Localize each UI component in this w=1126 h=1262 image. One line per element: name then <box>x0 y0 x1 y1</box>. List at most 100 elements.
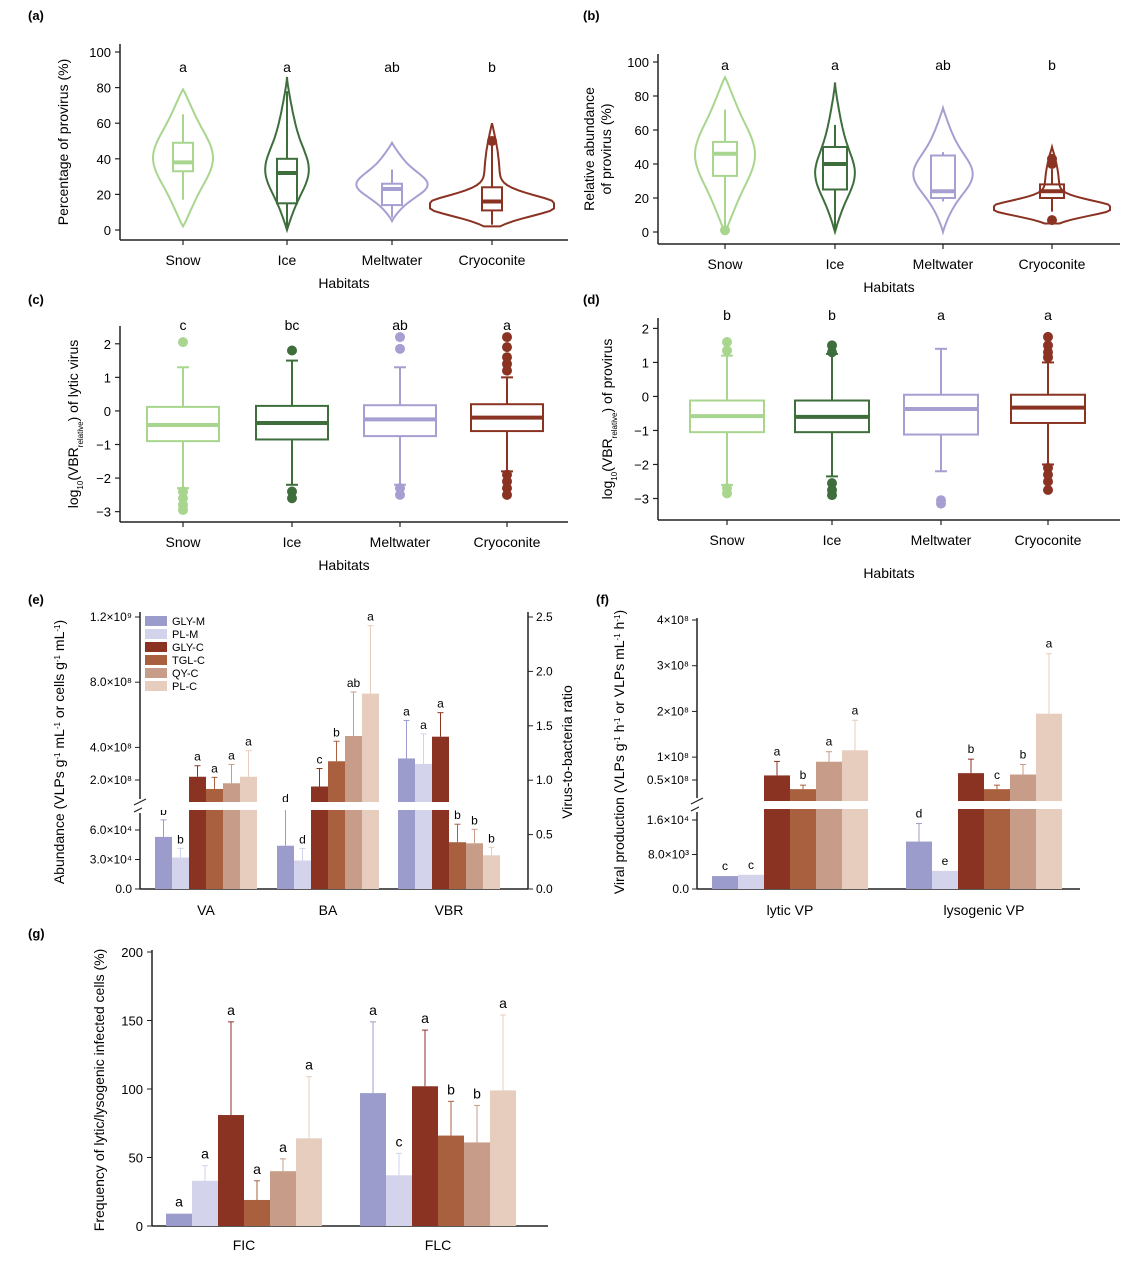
significance-letter: a <box>367 610 374 624</box>
significance-letter: b <box>723 307 731 323</box>
x-tick-label: Cryoconite <box>459 252 526 268</box>
iqr-box <box>822 146 848 191</box>
outlier-point <box>502 365 512 376</box>
y-tick-label: 60 <box>97 116 111 131</box>
panel-label: (a) <box>28 8 44 23</box>
y-tick-label: 100 <box>89 45 111 60</box>
y-tick-label: 6.0×10⁴ <box>90 823 132 837</box>
bar-QY-C <box>270 1171 296 1226</box>
y-right-tick-label: 1.0 <box>536 773 553 787</box>
y-tick-label: 0 <box>104 223 111 238</box>
bar-GLY-M <box>712 876 738 889</box>
bar-GLY-C <box>958 773 984 889</box>
bar-PL-M <box>172 857 189 889</box>
iqr-box <box>381 182 403 207</box>
y-tick-label: −3 <box>96 505 111 520</box>
y-tick-label: 0 <box>136 1219 143 1234</box>
violin-outline <box>993 143 1111 225</box>
axis-break-gap <box>694 798 700 812</box>
bar-PL-C <box>240 776 257 889</box>
outlier-point <box>1047 215 1057 226</box>
y-tick-label: 1.2×10⁹ <box>90 610 132 624</box>
panel-c: (c) −3 −2 −1 0 1 2 Snow c Ice bc Meltwater ab Cryocon… <box>28 292 568 573</box>
bar-GLY-M <box>155 836 172 889</box>
panel-g: (g) 0 50 100 150 200 a a a a a a FIC a c a b b a FLC Frequen… <box>28 926 548 1253</box>
bar-GLY-C <box>412 1086 438 1226</box>
bar-GLY-M <box>277 845 294 889</box>
panel-label: (f) <box>596 592 609 607</box>
x-tick-label: Ice <box>826 256 845 272</box>
bar-GLY-M <box>360 1093 386 1226</box>
y-tick-label: 1 <box>104 370 111 385</box>
outlier-point <box>1043 352 1053 363</box>
bar-QY-C <box>223 783 240 889</box>
outlier-point <box>178 504 188 515</box>
panel-label: (b) <box>583 8 600 23</box>
panel-a: (a) 0 20 40 60 80 100 Snow a Ice a Meltwater ab Cryoc… <box>28 8 568 291</box>
y-tick-label: 4×10⁸ <box>657 613 689 627</box>
significance-letter: a <box>774 744 781 758</box>
outlier-point <box>395 332 405 343</box>
y-right-tick-label: 0.5 <box>536 828 553 842</box>
x-tick-label: lysogenic VP <box>944 902 1025 918</box>
y-tick-label: 80 <box>97 81 111 96</box>
bar-GLY-C <box>311 786 328 889</box>
legend-label: PL-M <box>172 629 198 641</box>
violin-outline <box>429 122 555 228</box>
panel-f: (f) 0.0 8.0×10³ 1.6×10⁴ 0.5×10⁸ 1×10⁸ 2×10⁸ 3×1… <box>596 592 1080 918</box>
outlier-point <box>502 489 512 500</box>
y-axis-title: Percentage of provirus (%) <box>55 59 71 226</box>
significance-letter: c <box>722 859 728 873</box>
significance-letter: a <box>1046 637 1053 651</box>
y-tick-label: 60 <box>635 123 649 138</box>
y-axis-title: Viral production (VLPs g-1 h-1 or VLPs m… <box>611 610 627 894</box>
y-right-tick-label: 2.0 <box>536 664 553 678</box>
outlier-point <box>287 493 297 504</box>
significance-letter: b <box>1048 57 1056 73</box>
significance-letter: a <box>227 1002 235 1018</box>
significance-letter: a <box>283 59 291 75</box>
bar-PL-C <box>842 750 868 889</box>
significance-letter: c <box>180 317 187 333</box>
panel-label: (g) <box>28 926 45 941</box>
y-tick-label: 1.6×10⁴ <box>647 813 689 827</box>
significance-letter: a <box>228 748 235 762</box>
iqr-box <box>481 186 503 212</box>
bar-PL-M <box>932 870 958 889</box>
x-tick-label: Snow <box>707 256 743 272</box>
y-axis-title: Frequency of lytic/lysogenic infected ce… <box>91 949 107 1231</box>
bar-TGL-C <box>449 842 466 889</box>
y-tick-label: 3.0×10⁴ <box>90 853 132 867</box>
significance-letter: d <box>916 807 923 821</box>
outlier-point <box>1043 476 1053 487</box>
y-tick-label: 3×10⁸ <box>657 659 689 673</box>
significance-letter: a <box>305 1057 313 1073</box>
y-tick-label: −2 <box>634 457 649 472</box>
bar-PL-M <box>294 860 311 889</box>
bar-TGL-C <box>328 761 345 889</box>
y-tick-label: 0.5×10⁸ <box>647 773 689 787</box>
outlier-point <box>287 345 297 356</box>
bar-QY-C <box>464 1142 490 1226</box>
significance-letter: b <box>160 804 167 818</box>
x-axis-title: Habitats <box>863 565 914 581</box>
outlier-point <box>178 337 188 348</box>
significance-letter: a <box>253 1161 261 1177</box>
y-right-tick-label: 0.0 <box>536 882 553 896</box>
x-tick-label: Ice <box>283 534 302 550</box>
bar-PL-C <box>362 693 379 889</box>
significance-letter: a <box>831 57 839 73</box>
significance-letter: b <box>1020 748 1027 762</box>
y-axis-title: Relative abundance <box>581 87 597 211</box>
significance-letter: b <box>177 832 184 846</box>
y-tick-label: 2 <box>104 337 111 352</box>
axis-break-band <box>142 802 526 810</box>
significance-letter: a <box>937 307 945 323</box>
y-tick-label: 2.0×10⁸ <box>90 773 132 787</box>
bar-QY-C <box>345 735 362 889</box>
significance-letter: a <box>421 1010 429 1026</box>
outlier-point <box>722 337 732 348</box>
bar-GLY-M <box>166 1213 192 1226</box>
legend-label: GLY-M <box>172 616 205 628</box>
